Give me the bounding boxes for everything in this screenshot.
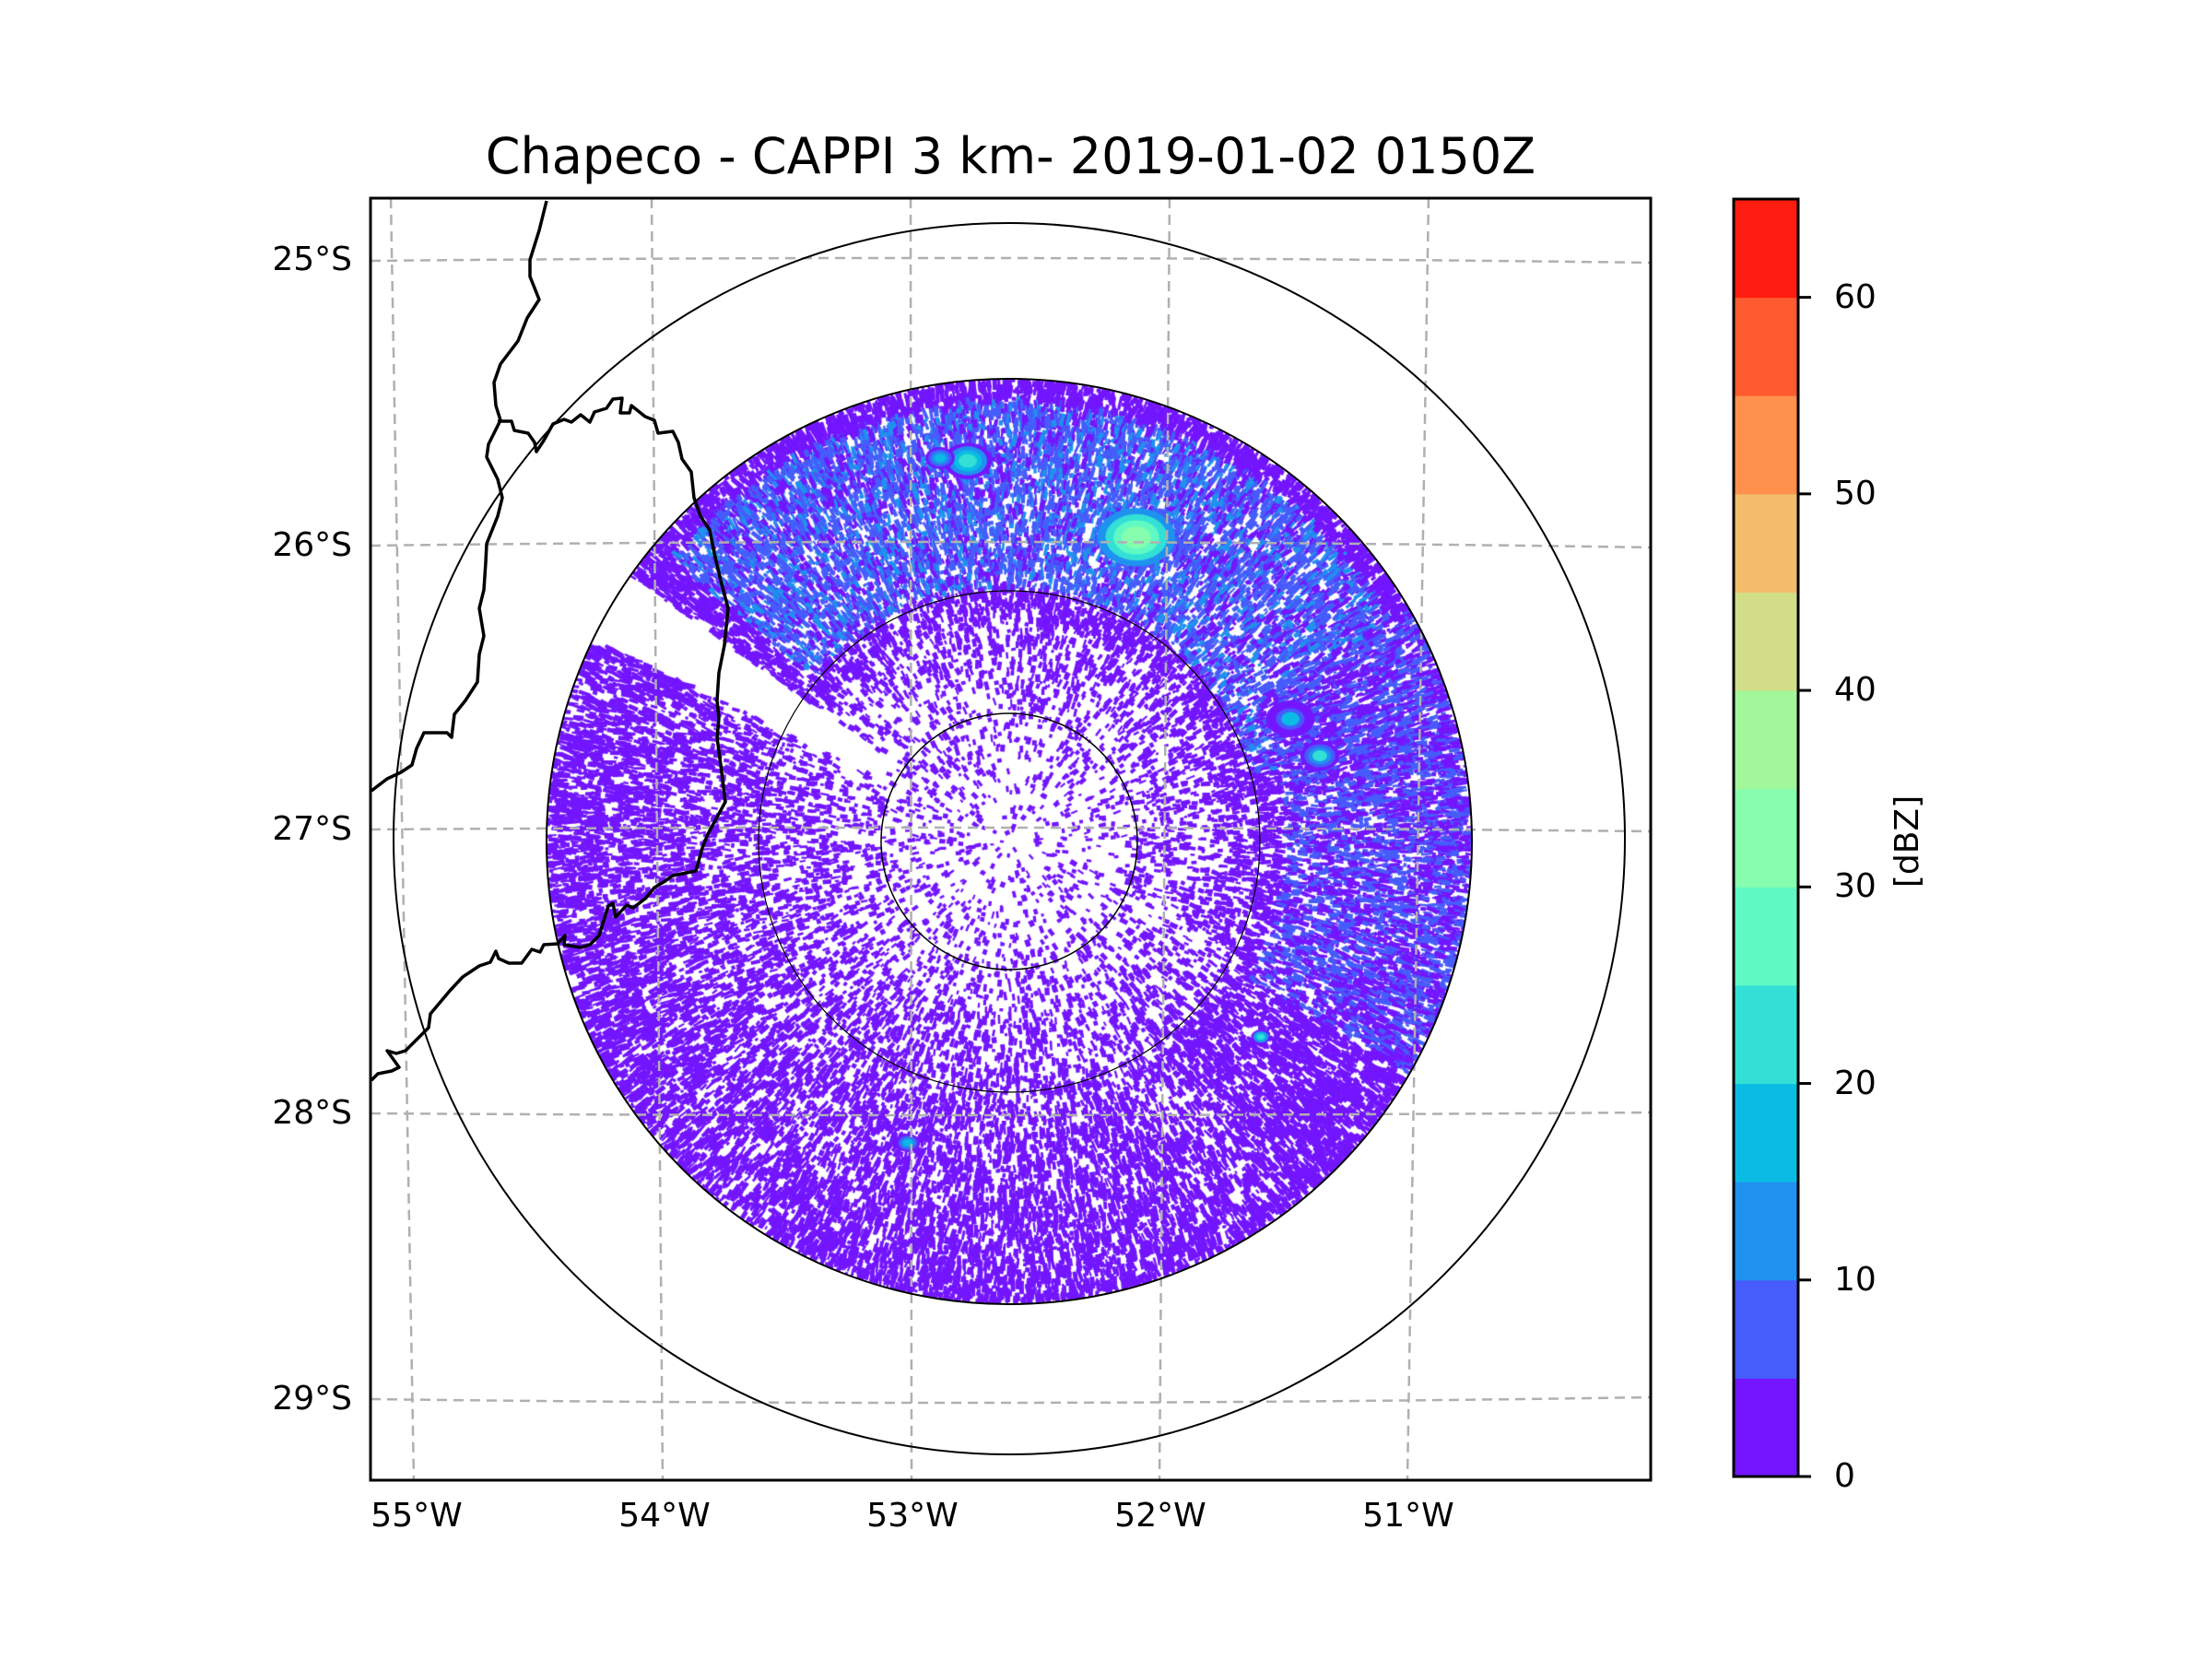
parallel-gridline xyxy=(370,1395,1652,1405)
x-tick-label: 52°W xyxy=(1114,1497,1206,1535)
graticule xyxy=(370,197,1652,1481)
range-ring xyxy=(880,712,1138,971)
colorbar-bin xyxy=(1734,297,1798,396)
meridian-gridline xyxy=(909,197,913,1481)
colorbar-tick-label: 30 xyxy=(1834,867,1877,906)
x-tick-label: 51°W xyxy=(1362,1497,1454,1535)
colorbar-bin xyxy=(1734,690,1798,790)
chart-title: Chapeco - CAPPI 3 km- 2019-01-02 0150Z xyxy=(485,127,1536,185)
colorbar-tick-label: 0 xyxy=(1834,1457,1855,1495)
colorbar-bin xyxy=(1734,1083,1798,1182)
colorbar-tick-label: 40 xyxy=(1834,671,1877,710)
colorbar-bin xyxy=(1734,592,1798,691)
y-tick-label: 27°S xyxy=(272,810,352,848)
parallel-gridline xyxy=(370,1111,1652,1117)
colorbar-bin xyxy=(1734,887,1798,986)
colorbar-bin xyxy=(1734,493,1798,593)
colorbar-bin xyxy=(1734,1279,1798,1379)
range-ring xyxy=(393,222,1626,1455)
y-tick-label: 26°S xyxy=(272,526,352,564)
colorbar-bin xyxy=(1734,1182,1798,1281)
colorbar-bin xyxy=(1734,199,1798,299)
range-ring xyxy=(758,590,1261,1093)
colorbar-tick-label: 60 xyxy=(1834,277,1877,316)
parallel-gridline xyxy=(370,256,1652,265)
range-ring xyxy=(546,378,1473,1305)
x-tick-label: 55°W xyxy=(371,1497,463,1535)
parallel-gridline xyxy=(370,826,1652,833)
colorbar-label: [dBZ] xyxy=(1888,794,1926,888)
y-tick-label: 25°S xyxy=(272,241,352,278)
country-border xyxy=(370,200,548,793)
colorbar xyxy=(1732,197,1811,1478)
x-tick-label: 54°W xyxy=(618,1497,711,1535)
colorbar-tick-label: 10 xyxy=(1834,1260,1877,1299)
meridian-gridline xyxy=(650,197,665,1481)
state-border xyxy=(370,396,730,1082)
meridian-gridline xyxy=(1158,197,1171,1481)
colorbar-bin xyxy=(1734,1378,1798,1477)
colorbar-frame xyxy=(1732,197,1800,1478)
x-tick-label: 53°W xyxy=(866,1497,959,1535)
colorbar-bin xyxy=(1734,395,1798,495)
meridian-gridline xyxy=(389,197,416,1481)
range-rings xyxy=(393,222,1626,1455)
parallel-gridline xyxy=(370,540,1652,549)
colorbar-bin xyxy=(1734,788,1798,888)
political-borders xyxy=(370,200,730,1082)
y-tick-label: 28°S xyxy=(272,1094,352,1132)
colorbar-bin xyxy=(1734,984,1798,1085)
colorbar-tick-label: 50 xyxy=(1834,474,1877,512)
map-frame xyxy=(369,196,1653,1482)
y-tick-label: 29°S xyxy=(272,1380,352,1418)
meridian-gridline xyxy=(1406,197,1430,1481)
colorbar-tick-label: 20 xyxy=(1834,1064,1877,1102)
